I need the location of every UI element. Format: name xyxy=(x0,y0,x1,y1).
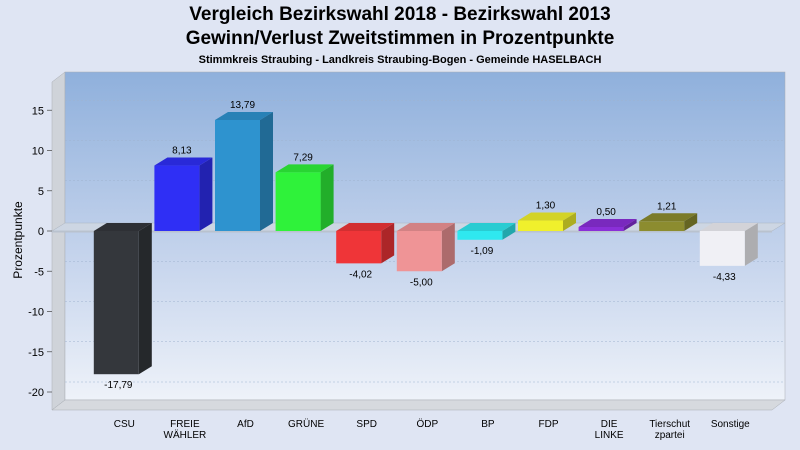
bar-top xyxy=(93,223,152,231)
bar xyxy=(578,218,637,231)
bar-front xyxy=(215,119,260,231)
bar-top xyxy=(275,164,334,173)
chart-left-wall xyxy=(51,71,66,411)
bar-top xyxy=(154,157,213,166)
data-label: -1,09 xyxy=(471,246,494,257)
data-label: -4,33 xyxy=(713,272,736,283)
x-tick-label: SPD xyxy=(356,419,377,430)
bar-side xyxy=(563,212,576,231)
bars-layer: -17,79 8,13 13,79 7,29 -4,02 -5,00 -1,09 1,30 0,… xyxy=(93,100,758,391)
bar-side xyxy=(260,111,273,231)
bar-top xyxy=(396,223,455,231)
bar-top xyxy=(699,223,758,231)
bar-front xyxy=(457,231,503,240)
bar-top xyxy=(336,223,395,231)
bar-side xyxy=(441,223,455,272)
bar-front xyxy=(275,172,321,231)
data-label: 13,79 xyxy=(230,100,255,111)
data-label: 1,30 xyxy=(536,201,556,212)
x-tick-label: GRÜNE xyxy=(288,418,324,430)
data-label: -4,02 xyxy=(349,269,372,280)
x-tick-label: FDP xyxy=(539,419,559,430)
bar xyxy=(215,111,273,231)
x-tick-label: Tierschut zpartei xyxy=(649,419,690,441)
data-label: 1,21 xyxy=(657,201,677,212)
data-label: 8,13 xyxy=(172,146,192,157)
bar-front xyxy=(518,220,563,231)
data-label: -5,00 xyxy=(410,277,433,288)
bar-side xyxy=(138,223,152,375)
bar-side xyxy=(320,164,334,231)
bar xyxy=(457,223,516,240)
bar xyxy=(518,212,576,231)
chart-title: Vergleich Bezirkswahl 2018 - Bezirkswahl… xyxy=(189,4,611,25)
y-tick-label: 15 xyxy=(32,105,44,117)
chart-subtitle: Gewinn/Verlust Zweitstimmen in Prozentpu… xyxy=(185,28,615,49)
y-tick-label: 0 xyxy=(38,226,44,238)
bar-front xyxy=(639,221,685,231)
bar-front xyxy=(336,231,382,264)
x-tick-label: BP xyxy=(481,419,495,430)
bar-side xyxy=(744,223,758,266)
bar-side xyxy=(623,218,637,231)
bar xyxy=(336,223,395,264)
y-tick-label: 10 xyxy=(32,146,44,158)
y-tick-label: 5 xyxy=(38,186,44,198)
x-tick-label: CSU xyxy=(114,419,135,430)
bar xyxy=(154,157,213,231)
y-axis: 15 10 5 0 -5 -10 -15 -20 xyxy=(28,105,52,399)
bar-side xyxy=(502,223,516,240)
bar-side xyxy=(381,223,395,264)
x-tick-label: DIE LINKE xyxy=(595,419,624,441)
chart-region-caption: Stimmkreis Straubing - Landkreis Straubi… xyxy=(198,54,602,66)
bar-front xyxy=(578,226,624,231)
bar-top xyxy=(639,213,698,222)
bar-front xyxy=(699,231,745,266)
y-tick-label: -5 xyxy=(34,266,44,278)
x-axis: CSU FREIE WÄHLER AfD GRÜNE SPD ÖDP BP FDP DIE LINK… xyxy=(114,418,750,441)
y-tick-label: -20 xyxy=(28,387,44,399)
bar-side xyxy=(199,157,213,231)
bar-side xyxy=(684,213,698,231)
data-label: 7,29 xyxy=(293,152,313,163)
bar xyxy=(275,164,334,231)
x-tick-label: AfD xyxy=(237,419,254,430)
bar-top xyxy=(578,218,637,227)
data-label: -17,79 xyxy=(104,380,133,391)
y-tick-label: -10 xyxy=(28,307,44,319)
chart-floor xyxy=(51,399,786,411)
x-tick-label: Sonstige xyxy=(711,419,750,430)
bar-front xyxy=(93,231,139,375)
bar-top xyxy=(215,111,273,120)
bar xyxy=(93,223,152,375)
bar-front xyxy=(396,231,442,272)
bar-top xyxy=(457,223,516,231)
bar xyxy=(699,223,758,266)
y-axis-label: Prozentpunkte xyxy=(11,201,25,279)
x-tick-label: ÖDP xyxy=(416,418,438,430)
x-tick-label: FREIE WÄHLER xyxy=(164,419,207,441)
data-label: 0,50 xyxy=(596,207,616,218)
bar xyxy=(639,213,698,231)
y-tick-label: -15 xyxy=(28,347,44,359)
bar-top xyxy=(518,212,576,221)
bar-front xyxy=(154,165,200,231)
bar xyxy=(396,223,455,272)
